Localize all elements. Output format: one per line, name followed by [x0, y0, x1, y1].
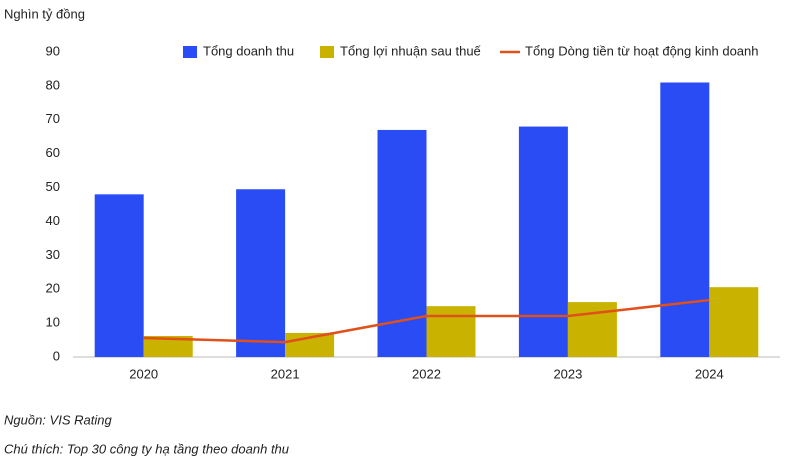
- legend-label: Tổng lợi nhuận sau thuế: [340, 43, 482, 58]
- legend-swatch: [320, 46, 334, 58]
- bar: [709, 287, 759, 357]
- x-tick-label: 2022: [412, 366, 441, 381]
- y-tick-label: 0: [53, 348, 60, 363]
- x-tick-label: 2021: [271, 366, 300, 381]
- bar: [426, 306, 476, 357]
- y-axis-label: Nghìn tỷ đồng: [4, 6, 85, 21]
- y-tick-label: 60: [46, 145, 60, 160]
- source: Nguồn: VIS Rating: [4, 412, 112, 427]
- legend-label: Tổng Dòng tiền từ hoạt động kinh doanh: [525, 43, 759, 58]
- y-tick-label: 10: [46, 315, 60, 330]
- y-tick-label: 30: [46, 247, 60, 262]
- y-tick-label: 90: [46, 43, 60, 58]
- y-tick-label: 70: [46, 111, 60, 126]
- y-tick-label: 20: [46, 281, 60, 296]
- bar: [660, 82, 710, 357]
- line: [143, 298, 710, 344]
- bar: [236, 189, 286, 357]
- x-tick-label: 2023: [553, 366, 582, 381]
- bar: [143, 335, 193, 357]
- bar: [518, 126, 568, 357]
- y-tick-label: 40: [46, 213, 60, 228]
- x-tick-label: 2024: [695, 366, 724, 381]
- legend-label: Tổng doanh thu: [203, 43, 294, 58]
- bar: [94, 194, 144, 357]
- y-tick-label: 50: [46, 179, 60, 194]
- y-tick-label: 80: [46, 77, 60, 92]
- note: Chú thích: Top 30 công ty hạ tầng theo d…: [4, 441, 289, 456]
- x-tick-label: 2020: [129, 366, 158, 381]
- legend-swatch: [183, 46, 197, 58]
- bar: [377, 129, 427, 357]
